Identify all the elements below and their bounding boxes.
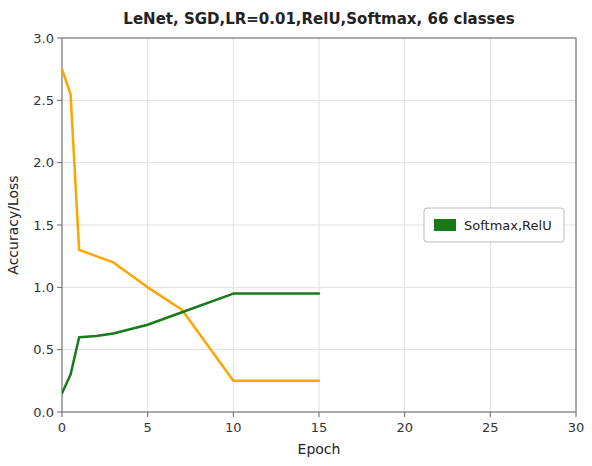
grid-line-y (62, 349, 576, 350)
chart-title: LeNet, SGD,LR=0.01,RelU,Softmax, 66 clas… (123, 10, 514, 28)
y-tick (57, 162, 62, 163)
grid-line-y (62, 100, 576, 101)
x-tick-label: 5 (144, 420, 152, 435)
y-tick (57, 349, 62, 350)
grid (62, 38, 576, 412)
legend-box (424, 208, 564, 242)
y-tick-label: 3.0 (33, 31, 54, 46)
y-tick (57, 412, 62, 413)
y-axis-label: Accuracy/Loss (5, 175, 21, 274)
y-tick (57, 287, 62, 288)
legend-label: Softmax,RelU (464, 218, 552, 233)
series-group (62, 69, 319, 393)
x-tick-label: 20 (396, 420, 413, 435)
grid-line-y (62, 162, 576, 163)
y-tick-label: 2.0 (33, 155, 54, 170)
chart-container: 0 5 10 15 20 25 30 0.0 0.5 1.0 1.5 2.0 2.5 3.0 LeNet, … (0, 0, 592, 466)
x-tick (319, 412, 320, 417)
x-tick-label: 25 (482, 420, 499, 435)
x-tick (490, 412, 491, 417)
x-tick-label: 15 (311, 420, 328, 435)
y-tick-label: 0.0 (33, 405, 54, 420)
x-tick (62, 412, 63, 417)
x-axis-label: Epoch (298, 441, 341, 457)
y-tick (57, 38, 62, 39)
x-tick-label: 30 (568, 420, 585, 435)
x-tick (233, 412, 234, 417)
x-tick (576, 412, 577, 417)
x-tick (147, 412, 148, 417)
y-tick-label: 2.5 (33, 93, 54, 108)
legend-swatch (434, 219, 456, 231)
y-tick-label: 1.0 (33, 280, 54, 295)
legend: Softmax,RelU (424, 208, 564, 242)
grid-line-y (62, 287, 576, 288)
axes: 0 5 10 15 20 25 30 0.0 0.5 1.0 1.5 2.0 2.5 3.0 (33, 31, 584, 436)
plot-frame (62, 38, 576, 412)
x-tick (404, 412, 405, 417)
series-line (62, 294, 319, 394)
y-tick-label: 1.5 (33, 218, 54, 233)
chart-svg: 0 5 10 15 20 25 30 0.0 0.5 1.0 1.5 2.0 2.5 3.0 LeNet, … (0, 0, 592, 466)
x-tick-label: 10 (225, 420, 242, 435)
plot-background (62, 38, 576, 412)
y-tick-label: 0.5 (33, 342, 54, 357)
x-tick-label: 0 (58, 420, 66, 435)
y-tick (57, 225, 62, 226)
y-tick (57, 100, 62, 101)
